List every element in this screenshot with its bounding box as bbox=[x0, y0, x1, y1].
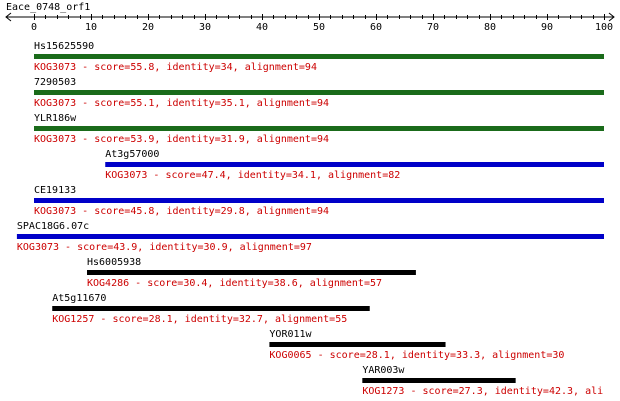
hit-name-label: YAR003w bbox=[362, 365, 405, 376]
hit-row: YAR003w KOG1273 - score=27.3, identity=42… bbox=[362, 365, 603, 397]
axis-tick-label: 30 bbox=[199, 22, 211, 33]
hit-name-label: CE19133 bbox=[34, 185, 76, 196]
hit-row: YOR011w KOG0065 - score=28.1, identity=33… bbox=[269, 329, 564, 361]
hit-description-label: KOG1273 - score=27.3, identity=42.3, ali bbox=[362, 386, 603, 397]
hit-alignment-bar bbox=[52, 306, 370, 311]
hit-alignment-bar bbox=[34, 198, 604, 203]
hit-row: At3g57000 KOG3073 - score=47.4, identity=… bbox=[105, 149, 604, 181]
hit-alignment-bar bbox=[34, 90, 604, 95]
hit-row: Hs15625590 KOG3073 - score=55.8, identity… bbox=[34, 41, 604, 73]
axis-tick-label: 60 bbox=[370, 22, 382, 33]
axis-tick-label: 20 bbox=[142, 22, 154, 33]
axis-tick-label: 10 bbox=[85, 22, 97, 33]
hit-name-label: YOR011w bbox=[269, 329, 312, 340]
axis-tick-label: 80 bbox=[484, 22, 496, 33]
query-name-label: Eace_0748_orf1 bbox=[6, 2, 90, 13]
hit-alignment-bar bbox=[16, 234, 604, 239]
hit-row: CE19133 KOG3073 - score=45.8, identity=29… bbox=[34, 185, 604, 217]
hit-alignment-bar bbox=[105, 162, 604, 167]
axis-tick-label: 50 bbox=[313, 22, 325, 33]
hit-row: 7290503 KOG3073 - score=55.1, identity=35… bbox=[34, 77, 604, 109]
hit-row: SPAC18G6.07c KOG3073 - score=43.9, identi… bbox=[16, 221, 604, 253]
hit-description-label: KOG4286 - score=30.4, identity=38.6, ali… bbox=[87, 278, 382, 289]
hit-description-label: KOG3073 - score=55.8, identity=34, align… bbox=[34, 62, 317, 73]
hit-row: At5g11670 KOG1257 - score=28.1, identity=… bbox=[52, 293, 370, 325]
hit-row: Hs6005938 KOG4286 - score=30.4, identity=… bbox=[87, 257, 416, 289]
hit-description-label: KOG3073 - score=47.4, identity=34.1, ali… bbox=[105, 170, 400, 181]
hit-alignment-bar bbox=[87, 270, 416, 275]
hit-description-label: KOG3073 - score=43.9, identity=30.9, ali… bbox=[17, 242, 312, 253]
axis-tick-label: 90 bbox=[541, 22, 553, 33]
hit-name-label: SPAC18G6.07c bbox=[17, 221, 89, 232]
hit-name-label: 7290503 bbox=[34, 77, 76, 88]
hit-name-label: Hs15625590 bbox=[34, 41, 94, 52]
hit-row: YLR186w KOG3073 - score=53.9, identity=31… bbox=[34, 113, 604, 145]
hit-name-label: At5g11670 bbox=[52, 293, 106, 304]
hit-alignment-bar bbox=[269, 342, 446, 347]
hit-name-label: At3g57000 bbox=[105, 149, 159, 160]
query-axis: 0 10 20 30 40 50 60 70 80 90 100 bbox=[5, 12, 615, 33]
axis-tick-label: 40 bbox=[256, 22, 268, 33]
hit-description-label: KOG3073 - score=45.8, identity=29.8, ali… bbox=[34, 206, 329, 217]
hit-list: Hs15625590 KOG3073 - score=55.8, identity… bbox=[16, 41, 604, 397]
axis-right-arrow bbox=[608, 12, 615, 22]
hit-description-label: KOG3073 - score=53.9, identity=31.9, ali… bbox=[34, 134, 329, 145]
hit-alignment-bar bbox=[34, 126, 604, 131]
axis-tick-label: 100 bbox=[595, 22, 613, 33]
hit-description-label: KOG3073 - score=55.1, identity=35.1, ali… bbox=[34, 98, 329, 109]
axis-tick-label: 70 bbox=[427, 22, 439, 33]
axis-left-arrow bbox=[5, 12, 12, 22]
axis-tick-label: 0 bbox=[31, 22, 37, 33]
hit-alignment-bar bbox=[34, 54, 604, 59]
hit-name-label: Hs6005938 bbox=[87, 257, 141, 268]
hit-description-label: KOG1257 - score=28.1, identity=32.7, ali… bbox=[52, 314, 347, 325]
hit-name-label: YLR186w bbox=[34, 113, 77, 124]
hit-description-label: KOG0065 - score=28.1, identity=33.3, ali… bbox=[269, 350, 564, 361]
hit-alignment-bar bbox=[362, 378, 516, 383]
